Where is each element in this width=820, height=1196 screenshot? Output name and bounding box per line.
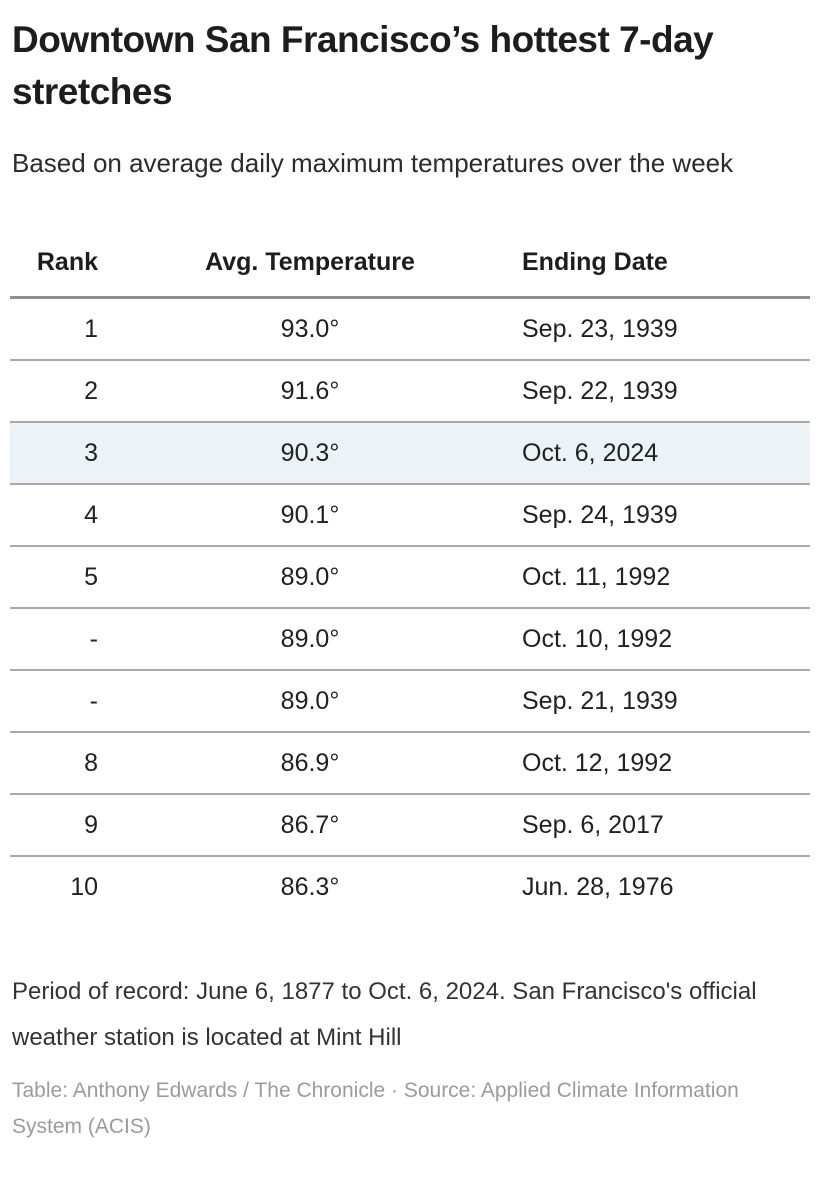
cell-rank: 2 bbox=[10, 360, 98, 423]
cell-rank: 5 bbox=[10, 546, 98, 609]
cell-date: Sep. 24, 1939 bbox=[522, 484, 810, 547]
cell-temp: 86.7° bbox=[98, 794, 522, 857]
cell-date: Oct. 12, 1992 bbox=[522, 732, 810, 795]
table-credit: Table: Anthony Edwards / The Chronicle ·… bbox=[12, 1079, 739, 1138]
cell-temp: 93.0° bbox=[98, 297, 522, 361]
table-header: Rank Avg. Temperature Ending Date bbox=[10, 247, 810, 299]
cell-date: Sep. 6, 2017 bbox=[522, 794, 810, 857]
cell-date: Sep. 21, 1939 bbox=[522, 670, 810, 733]
cell-rank: 4 bbox=[10, 484, 98, 547]
cell-temp: 90.3° bbox=[98, 422, 522, 485]
rankings-table: Rank Avg. Temperature Ending Date 1 93.0°… bbox=[10, 247, 810, 917]
cell-rank: 8 bbox=[10, 732, 98, 795]
cell-rank: - bbox=[10, 608, 98, 671]
table-row: 8 86.9° Oct. 12, 1992 bbox=[10, 732, 810, 795]
table-body: 1 93.0° Sep. 23, 1939 2 91.6° Sep. 22, 1939 3 9… bbox=[10, 297, 810, 918]
cell-rank: 3 bbox=[10, 422, 98, 485]
cell-temp: 89.0° bbox=[98, 670, 522, 733]
cell-temp: 86.9° bbox=[98, 732, 522, 795]
table-row: -89.0° Sep. 21, 1939 bbox=[10, 670, 810, 733]
page-title: Downtown San Francisco’s hottest 7-day s… bbox=[12, 19, 714, 112]
table-row: 10 86.3° Jun. 28, 1976 bbox=[10, 856, 810, 917]
cell-date: Oct. 6, 2024 bbox=[522, 422, 810, 485]
cell-temp: 89.0° bbox=[98, 546, 522, 609]
cell-date: Sep. 23, 1939 bbox=[522, 297, 810, 361]
table-header-row: Rank Avg. Temperature Ending Date bbox=[10, 247, 810, 299]
cell-date: Sep. 22, 1939 bbox=[522, 360, 810, 423]
cell-date: Oct. 11, 1992 bbox=[522, 546, 810, 609]
table-row: 4 90.1° Sep. 24, 1939 bbox=[10, 484, 810, 547]
table-row-highlighted: 3 90.3° Oct. 6, 2024 bbox=[10, 422, 810, 485]
cell-temp: 89.0° bbox=[98, 608, 522, 671]
cell-rank: 9 bbox=[10, 794, 98, 857]
table-notes: Period of record: June 6, 1877 to Oct. 6… bbox=[12, 978, 757, 1051]
cell-rank: - bbox=[10, 670, 98, 733]
table-row: 9 86.7° Sep. 6, 2017 bbox=[10, 794, 810, 857]
table-row: -89.0° Oct. 10, 1992 bbox=[10, 608, 810, 671]
cell-date: Oct. 10, 1992 bbox=[522, 608, 810, 671]
page-subtitle: Based on average daily maximum temperatu… bbox=[12, 148, 734, 178]
cell-temp: 86.3° bbox=[280, 872, 340, 901]
table-row: 1 93.0° Sep. 23, 1939 bbox=[10, 297, 810, 361]
column-header-ending-date: Ending Date bbox=[522, 247, 810, 299]
cell-rank: 10 bbox=[70, 872, 98, 901]
column-header-avg-temperature: Avg. Temperature bbox=[98, 247, 522, 299]
table-row: 2 91.6° Sep. 22, 1939 bbox=[10, 360, 810, 423]
cell-date: Jun. 28, 1976 bbox=[522, 872, 674, 901]
cell-temp: 90.1° bbox=[98, 484, 522, 547]
cell-temp: 91.6° bbox=[98, 360, 522, 423]
table-graphic: Downtown San Francisco’s hottest 7-day s… bbox=[0, 14, 820, 1196]
table-row: 5 89.0° Oct. 11, 1992 bbox=[10, 546, 810, 609]
cell-rank: 1 bbox=[10, 297, 98, 361]
column-header-rank: Rank bbox=[10, 247, 98, 299]
